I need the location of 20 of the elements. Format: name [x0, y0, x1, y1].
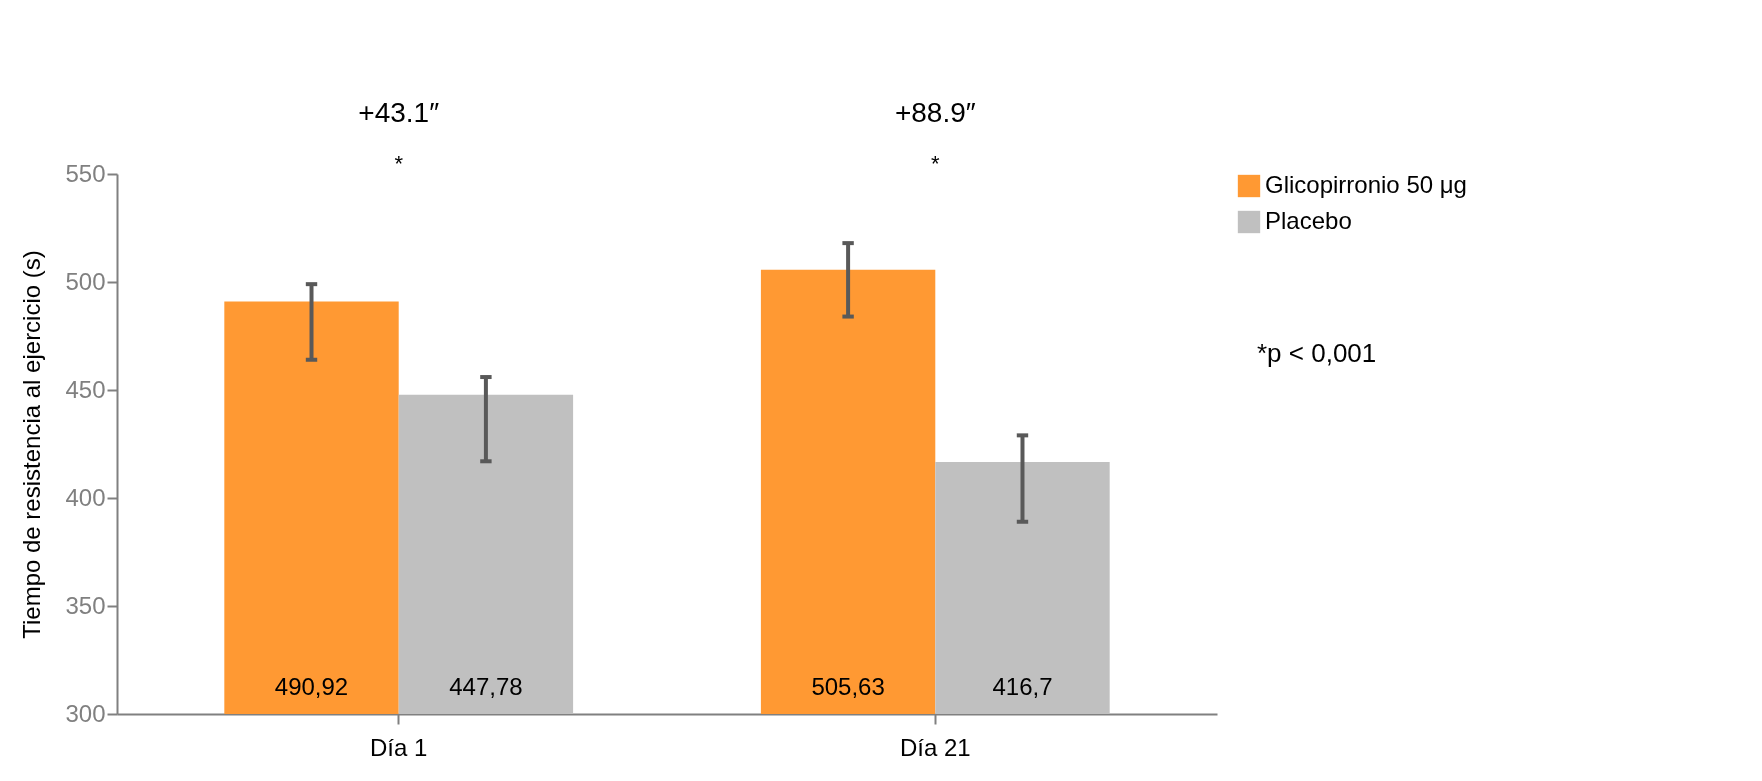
annotation: *: [394, 151, 404, 176]
data-label: 505,63: [811, 673, 885, 700]
y-tick-label: 400: [65, 483, 106, 511]
legend-label: Glicopirronio 50 μg: [1265, 171, 1467, 198]
text: +88.9″: [894, 97, 976, 128]
y-tick-label: 550: [65, 159, 106, 187]
y-tick-label: 350: [65, 591, 106, 619]
text: *p < 0,001: [1257, 338, 1377, 368]
annotation: *: [931, 151, 941, 176]
data-label: 416,7: [992, 673, 1053, 700]
y-tick-label: 300: [65, 699, 106, 727]
x-tick-label: Día 21: [899, 733, 971, 761]
text: +43.1″: [358, 97, 440, 128]
y-axis-title: Tiempo de resistencia al ejercicio (s): [18, 250, 46, 639]
data-label: 490,92: [274, 673, 349, 700]
y-tick-label: 450: [65, 375, 106, 403]
data-label: 447,78: [449, 673, 523, 700]
x-tick-label: Día 1: [370, 733, 428, 761]
legend-label: Placebo: [1265, 207, 1352, 234]
y-tick-label: 500: [65, 267, 106, 295]
